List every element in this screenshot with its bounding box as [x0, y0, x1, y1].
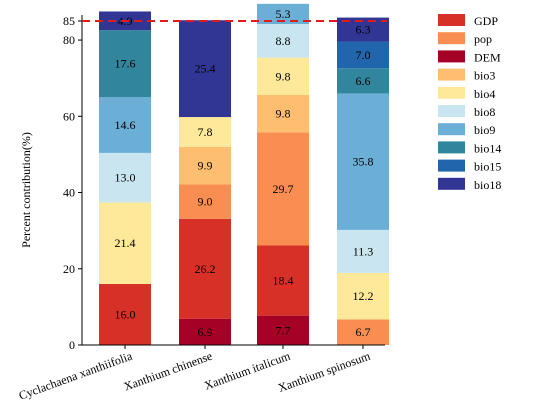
bar-value-label: 8.8: [276, 34, 291, 48]
bar-segment-dem: [179, 318, 231, 345]
y-tick-label: 20: [63, 262, 75, 276]
bar-segment-pop: [257, 132, 309, 246]
bar-segment-gdp: [179, 218, 231, 319]
bar-value-label: 6.7: [356, 325, 371, 339]
legend-label: bio14: [474, 141, 501, 155]
legend: GDP pop DEM bio3 bio4 bio8 bio9 bio14 bio15 bio18: [438, 14, 501, 192]
legend-label: GDP: [474, 14, 498, 28]
bar-segment-bio3: [257, 94, 309, 133]
y-tick-label: 40: [63, 186, 75, 200]
legend-label: bio4: [474, 87, 495, 101]
bar-segment-bio9: [337, 93, 389, 230]
legend-label: bio3: [474, 69, 495, 83]
bar-value-label: 9.8: [276, 107, 291, 121]
bar-segment-gdp: [99, 284, 151, 345]
bar-value-label: 7.7: [276, 323, 291, 337]
y-tick-label: 60: [63, 109, 75, 123]
y-tick-label: 80: [63, 33, 75, 47]
bar-value-label: 11.3: [353, 244, 374, 258]
legend-swatch: [438, 105, 465, 117]
legend-swatch: [438, 177, 465, 190]
bar-segment-bio18: [179, 20, 231, 118]
y-tick-label: 85: [63, 14, 75, 28]
bar-value-label: 9.9: [198, 159, 213, 173]
bars-group: [99, 3, 389, 345]
bar-value-label: 13.0: [115, 171, 136, 185]
bar-segment-bio14: [337, 68, 389, 94]
y-tick-label: 0: [69, 338, 75, 352]
bar-value-label: 21.4: [115, 236, 136, 250]
bar-segment-bio8: [337, 229, 389, 273]
legend-label: pop: [474, 32, 492, 46]
bar-value-label: 18.4: [273, 274, 294, 288]
bar-value-label: 17.6: [115, 57, 136, 71]
bar-value-label: 9.0: [198, 195, 213, 209]
bar-value-label: 6.3: [356, 23, 371, 37]
bar-segment-bio9: [99, 97, 151, 153]
legend-label: DEM: [474, 50, 501, 64]
bar-value-label: 14.6: [115, 118, 136, 132]
bar-value-label: 16.0: [115, 308, 136, 322]
bar-value-label: 29.7: [273, 182, 294, 196]
bar-value-label: 5.3: [276, 7, 291, 21]
legend-swatch: [438, 123, 465, 136]
bar-value-label: 12.2: [353, 289, 374, 303]
legend-label: bio18: [474, 178, 501, 192]
bar-value-label: 25.4: [195, 62, 216, 76]
x-category-label: Xanthium spinosum: [276, 348, 373, 395]
bar-segment-bio15: [337, 41, 389, 69]
legend-swatch: [438, 32, 465, 45]
bar-segment-gdp: [257, 245, 309, 316]
bar-value-label: 7.0: [356, 48, 371, 62]
bar-segment-bio14: [99, 30, 151, 98]
legend-label: bio9: [474, 123, 495, 137]
x-category-label: Cyclachaena xanthiifolia: [17, 348, 135, 402]
bar-segment-bio8: [99, 152, 151, 203]
bar-value-label: 26.2: [195, 262, 216, 276]
bar-value-label: 7.8: [198, 125, 213, 139]
bar-labels-group: 16.021.413.014.617.64.96.926.29.09.97.82…: [115, 7, 374, 339]
bar-segment-pop: [337, 319, 389, 345]
bar-segment-bio4: [257, 57, 309, 95]
y-axis-label: Percent contribution(%): [19, 132, 33, 248]
legend-swatch: [438, 14, 465, 26]
legend-swatch: [438, 159, 465, 172]
bar-value-label: 9.8: [276, 69, 291, 83]
bar-segment-pop: [179, 184, 231, 219]
legend-swatch: [438, 50, 465, 63]
bar-value-label: 6.9: [198, 325, 213, 339]
bar-segment-bio4: [337, 272, 389, 320]
legend-label: bio8: [474, 105, 495, 119]
bar-segment-dem: [257, 315, 309, 345]
x-category-label: Xanthium chinense: [122, 349, 214, 394]
legend-swatch: [438, 86, 465, 99]
bar-value-label: 35.8: [353, 155, 374, 169]
bar-value-label: 6.6: [356, 74, 371, 88]
bar-segment-bio4: [179, 117, 231, 147]
legend-swatch: [438, 141, 465, 154]
bar-segment-bio4: [99, 202, 151, 285]
bar-segment-bio3: [179, 146, 231, 185]
legend-swatch: [438, 68, 465, 81]
bar-segment-bio8: [257, 24, 309, 58]
bar-segment-bio9: [257, 3, 309, 25]
legend-label: bio15: [474, 160, 501, 174]
